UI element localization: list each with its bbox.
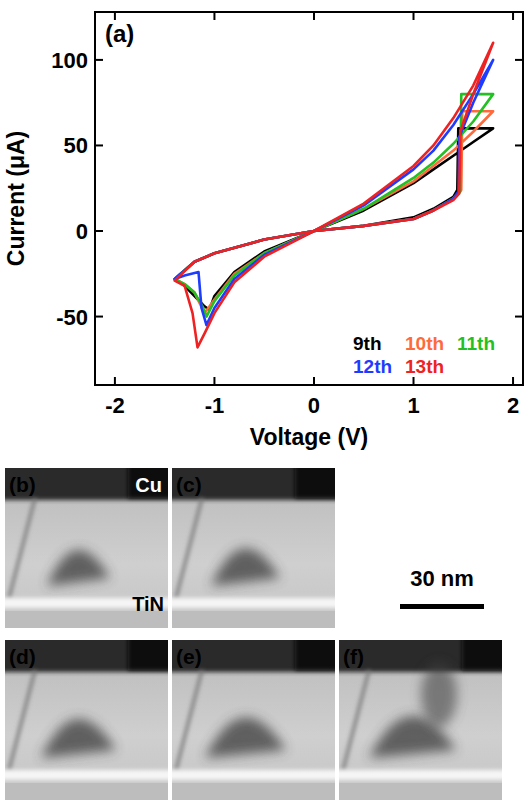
panel-label: (e) [176,645,202,668]
iv-curve [175,60,494,325]
sample-edge [176,670,202,770]
scale-bar [400,604,484,609]
sample-edge [176,498,202,598]
substrate [5,783,168,800]
y-tick-label: 0 [76,219,88,244]
substrate [172,783,335,800]
micrograph [339,640,502,800]
micrograph [172,468,335,628]
dark-region [205,717,286,758]
x-axis-title: Voltage (V) [250,424,368,450]
panel-label: (c) [176,473,202,496]
cu-electrode [172,640,335,672]
cu-electrode [5,468,168,500]
y-tick-right [515,316,523,318]
legend-entry: 12th [353,356,392,377]
y-tick-label: -50 [56,305,88,330]
sample-edge [9,498,35,598]
iv-curve [175,43,494,348]
x-tick-label: 1 [407,393,419,418]
curves [175,43,494,348]
x-tick-label: 2 [507,393,519,418]
filament [421,663,457,727]
y-axis-title: Current (μA) [3,131,29,266]
x-tick [512,377,514,385]
axes: -2 -1 0 1 2 -50 0 50 100 Voltage (V) Current (μA) [3,12,523,450]
legend-entry: 9th [353,333,382,354]
scale-bar-label: 30 nm [410,566,474,591]
substrate [172,611,335,628]
y-tick-label: 100 [51,48,88,73]
figure: -2 -1 0 1 2 -50 0 50 100 Voltage (V) Current (μA) (… [0,0,530,809]
tin-electrode [339,770,502,780]
dark-region [47,550,110,586]
y-tick [95,59,103,61]
x-tick [114,377,116,385]
legend: 9th 10th 11th 12th 13th [353,333,495,377]
legend-entry: 11th [457,333,495,354]
cu-dark-region [295,640,335,670]
panel-label: (b) [9,473,36,496]
micrograph [5,640,168,800]
x-tick [313,377,315,385]
x-tick-top [413,12,415,20]
y-tick-right [515,144,523,146]
tin-electrode [172,770,335,780]
substrate [339,783,502,800]
sample-edge [9,670,35,770]
x-tick-top [114,12,116,20]
x-tick [413,377,415,385]
x-tick-top [512,12,514,20]
cu-electrode [172,468,335,500]
micrograph [172,640,335,800]
dark-region [211,548,280,586]
cu-dark-region [128,468,168,498]
y-tick-right [515,230,523,232]
plot-frame [95,12,523,385]
cu-dark-region [462,640,502,670]
x-tick-top [213,12,215,20]
cu-dark-region [128,640,168,670]
x-tick-top [313,12,315,20]
x-tick-label: -2 [105,393,125,418]
iv-curve [175,111,494,313]
panel-label: (a) [105,20,134,47]
micrograph [5,468,168,628]
panel-label: (d) [9,645,36,668]
tin-electrode [172,598,335,608]
cu-electrode [5,640,168,672]
x-tick-label: 0 [308,393,320,418]
cu-dark-region [295,468,335,498]
x-tick-label: -1 [205,393,225,418]
electrode-label: TiN [132,593,164,615]
electrode-label: Cu [135,474,162,496]
y-tick [95,316,103,318]
sample-edge [343,670,369,770]
dark-region [41,719,116,758]
panel-label: (f) [343,645,364,668]
legend-entry: 10th [405,333,444,354]
legend-entry: 13th [405,356,444,377]
y-tick-right [515,59,523,61]
y-tick [95,144,103,146]
tin-electrode [5,770,168,780]
y-tick [95,230,103,232]
y-tick-label: 50 [64,133,88,158]
cu-electrode [339,640,502,672]
x-tick [213,377,215,385]
